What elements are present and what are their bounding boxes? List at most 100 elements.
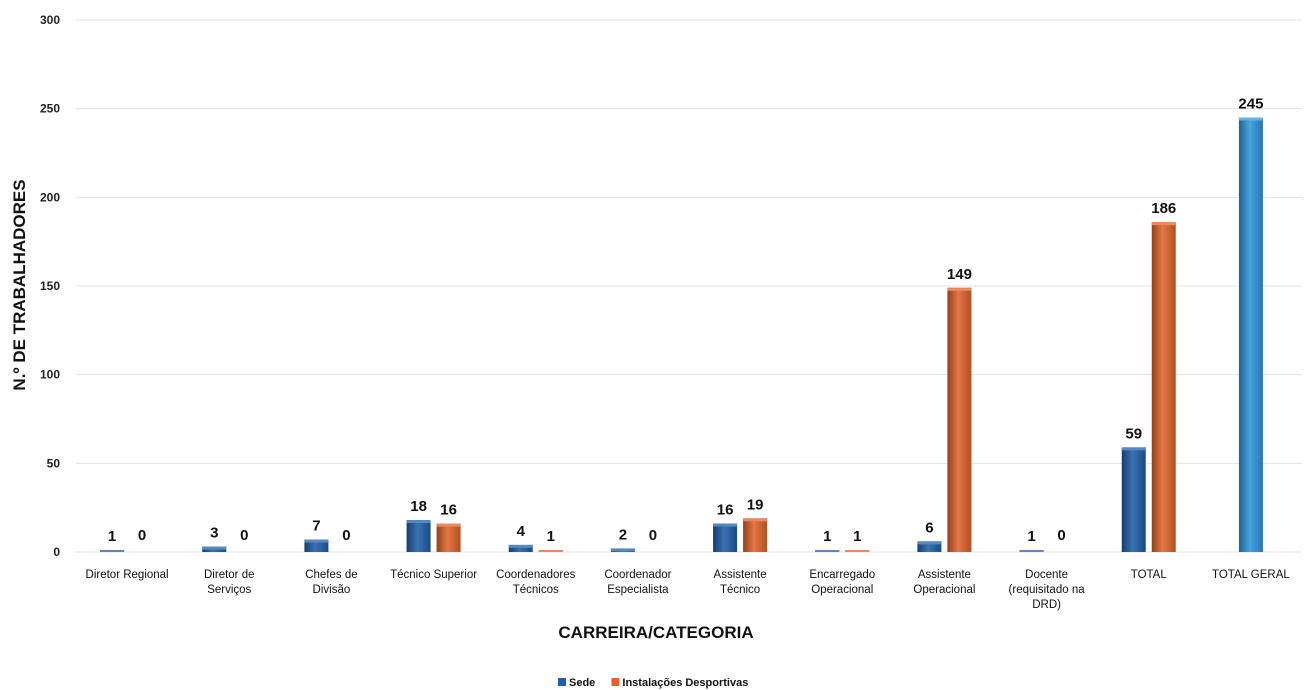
bar-instalacoes [1151, 222, 1176, 552]
bar-sede-top [815, 550, 840, 552]
data-label: 59 [1125, 425, 1142, 442]
x-tick-line: Operacional [913, 584, 975, 596]
x-tick-line: Divisão [313, 584, 351, 596]
x-tick-line: Técnico Superior [390, 569, 477, 581]
bar-instalacoes-top [845, 550, 870, 552]
data-label: 1 [823, 528, 831, 545]
bar-instalacoes-top [743, 518, 768, 522]
x-tick-label: Chefes de Divisão [305, 569, 357, 596]
x-tick-label: Encarregado Operacional [809, 569, 875, 596]
y-tick-label: 250 [40, 102, 60, 116]
data-label: 2 [619, 526, 627, 543]
data-label: 0 [138, 527, 146, 544]
y-tick-label: 150 [40, 279, 60, 293]
y-tick-label: 0 [53, 545, 60, 559]
x-tick-label: Diretor de Serviços [204, 569, 255, 596]
data-label: 18 [410, 498, 427, 515]
data-label: 186 [1151, 200, 1176, 217]
bar-sede-top [713, 523, 738, 527]
x-tick-label: Coordenadores Técnicos [496, 569, 576, 596]
data-label: 1 [108, 528, 116, 545]
bar-sede [508, 544, 533, 552]
bar-sede [917, 541, 942, 552]
x-tick-line: Diretor Regional [86, 569, 169, 581]
x-tick-line: Diretor de [204, 569, 255, 581]
data-label: 1 [547, 528, 555, 545]
legend-label: Instalações Desportivas [622, 677, 748, 689]
data-label: 16 [440, 502, 457, 519]
x-tick-line: Assistente [918, 569, 971, 581]
x-tick-line: DRD) [1032, 599, 1061, 611]
bar-sede [304, 539, 329, 552]
bar-instalacoes [436, 523, 461, 552]
x-tick-line: Especialista [607, 584, 669, 596]
bar-sede-top [508, 544, 533, 548]
data-label: 149 [947, 266, 972, 283]
x-tick-line: Assistente [714, 569, 767, 581]
bar-sede-top [1019, 550, 1044, 552]
x-tick-line: Coordenadores [496, 569, 576, 581]
x-tick-line: Operacional [811, 584, 873, 596]
data-label: 245 [1238, 96, 1263, 113]
y-tick-label: 100 [40, 368, 60, 382]
x-tick-line: Técnico [720, 584, 760, 596]
x-tick-line: Encarregado [809, 569, 875, 581]
data-label: 19 [747, 496, 764, 513]
bar-sede-top [610, 548, 635, 552]
bar-sede-top [304, 539, 329, 543]
y-tick-label: 200 [40, 190, 60, 204]
legend-label: Sede [569, 677, 595, 689]
y-tick-label: 300 [40, 13, 60, 27]
y-axis-title: N.º DE TRABALHADORES [10, 179, 29, 390]
x-tick-label: Assistente Técnico [714, 569, 767, 596]
x-tick-line: Serviços [207, 584, 251, 596]
x-axis-title: CARREIRA/CATEGORIA [558, 623, 753, 642]
bar-sede [406, 520, 431, 552]
data-label: 1 [1027, 528, 1035, 545]
x-tick-line: Técnicos [513, 584, 559, 596]
data-label: 6 [925, 519, 933, 536]
bar-sede-top [917, 541, 942, 545]
bar-sede [713, 523, 738, 552]
x-tick-label: Diretor Regional [86, 569, 169, 581]
x-tick-line: TOTAL [1131, 569, 1168, 581]
data-label: 7 [312, 518, 320, 535]
bar-total-geral [1238, 117, 1263, 553]
x-tick-line: Coordenador [604, 569, 671, 581]
bar-instalacoes-top [947, 287, 972, 291]
data-label: 16 [717, 502, 734, 519]
data-label: 0 [240, 527, 248, 544]
bar-instalacoes [743, 518, 768, 552]
bar-sede [1121, 447, 1146, 552]
x-tick-label: Coordenador Especialista [604, 569, 671, 596]
data-label: 1 [853, 528, 861, 545]
legend-swatch [611, 678, 620, 686]
bar-total-geral-top [1238, 117, 1263, 121]
x-tick-label: Assistente Operacional [913, 569, 975, 596]
x-tick-label: TOTAL [1131, 569, 1168, 581]
bar-instalacoes-top [436, 523, 461, 527]
bar-sede-top [202, 546, 227, 550]
x-tick-label: TOTAL GERAL [1212, 569, 1290, 581]
y-tick-label: 50 [47, 456, 61, 470]
data-label: 0 [649, 527, 657, 544]
bar-sede-top [406, 520, 431, 524]
bar-instalacoes-top [1151, 222, 1176, 226]
data-label: 4 [517, 523, 526, 540]
x-tick-label: Técnico Superior [390, 569, 477, 581]
data-label: 3 [210, 525, 218, 542]
data-label: 0 [1057, 527, 1065, 544]
x-tick-line: Docente [1025, 569, 1068, 581]
bar-sede-top [1121, 447, 1146, 451]
data-label: 0 [342, 527, 350, 544]
legend-swatch [558, 678, 566, 686]
x-tick-line: Chefes de [305, 569, 357, 581]
x-tick-line: (requisitado na [1009, 584, 1086, 596]
bar-instalacoes [947, 287, 972, 552]
bar-sede-top [100, 550, 125, 552]
x-tick-label: Docente (requisitado na DRD) [1009, 569, 1086, 611]
x-tick-line: TOTAL GERAL [1212, 569, 1290, 581]
bar-instalacoes-top [538, 550, 563, 552]
